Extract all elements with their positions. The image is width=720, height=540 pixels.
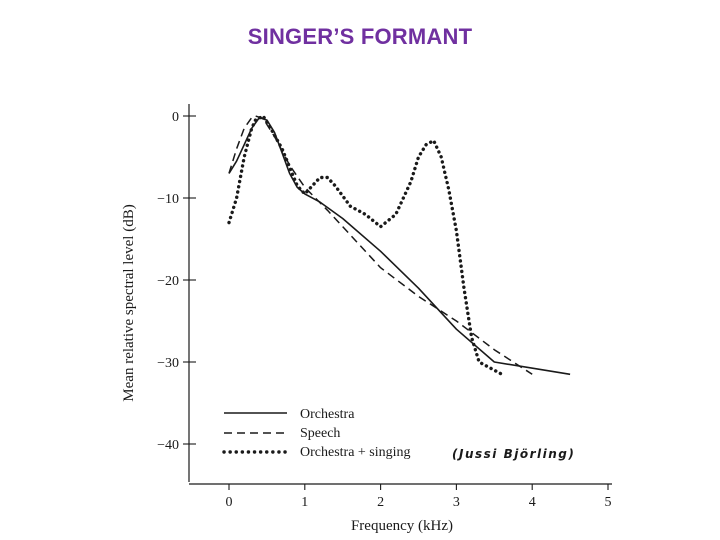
x-axis-label: Frequency (kHz) (351, 518, 453, 534)
legend-label-speech: Speech (300, 426, 340, 441)
slide-title: SINGER’S FORMANT (247, 24, 473, 49)
legend-label-orchestra: Orchestra (300, 407, 355, 422)
chart-axes (188, 104, 612, 485)
x-tick-label: 5 (605, 495, 612, 510)
y-tick-label: −10 (157, 192, 179, 207)
series-layer (227, 114, 571, 376)
x-tick-label: 4 (529, 495, 536, 510)
legend-label-orchestra-singing: Orchestra + singing (300, 445, 411, 460)
series-line-speech (228, 115, 533, 375)
x-tick-label: 1 (301, 495, 308, 510)
y-tick-label: −20 (157, 274, 179, 289)
legend-handwritten-note: (Jussi Björling) (452, 447, 575, 461)
x-tick-label: 0 (226, 495, 233, 510)
y-tick-label: 0 (172, 110, 179, 125)
x-axis-ticks: 0 1 2 3 4 5 (226, 484, 612, 510)
x-tick-label: 2 (377, 495, 384, 510)
y-tick-label: −30 (157, 356, 179, 371)
series-line-orchestra-singing (227, 114, 504, 376)
series-line-orchestra (228, 116, 571, 376)
chart-legend: Orchestra Speech Orchestra + singing (Ju… (222, 407, 575, 461)
x-tick-label: 3 (453, 495, 460, 510)
y-axis-ticks: 0 −10 −20 −30 −40 (157, 110, 196, 453)
y-axis-label: Mean relative spectral level (dB) (121, 204, 137, 401)
y-tick-label: −40 (157, 438, 179, 453)
